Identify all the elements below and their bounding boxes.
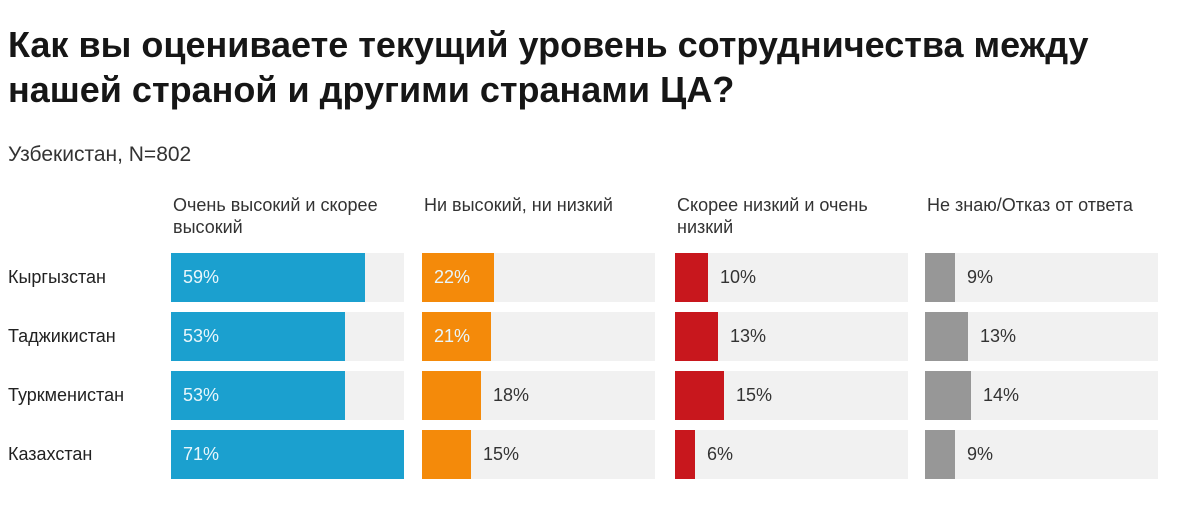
bar [171,371,345,420]
category-label-1: Таджикистан [8,326,116,346]
bar [422,371,481,420]
bar [422,253,494,302]
bar [925,371,971,420]
bar [171,430,404,479]
data-label: 9% [967,444,994,464]
series-header-2: Скорее низкий и очень низкий [677,195,868,237]
series-header-1: Ни высокий, ни низкий [424,195,613,215]
bar [171,312,345,361]
bar-track: 21% [422,312,655,361]
data-label: 53% [183,326,220,346]
bar [422,430,471,479]
bar [925,312,968,361]
bar-track: 6% [675,430,908,479]
data-label: 21% [434,326,471,346]
data-label: 6% [707,444,734,464]
data-label: 13% [730,326,767,346]
bar-track: 14% [925,371,1158,420]
bar-track: 71% [171,430,404,479]
bar-track: 9% [925,253,1158,302]
data-label: 13% [980,326,1017,346]
bar [925,253,955,302]
category-label-3: Казахстан [8,444,93,464]
category-label-2: Туркменистан [8,385,125,405]
bar-track: 18% [422,371,655,420]
data-label: 59% [183,267,220,287]
chart-title: Как вы оцениваете текущий уровень сотруд… [8,24,1089,110]
bar-track: 13% [675,312,908,361]
bar-track: 15% [422,430,655,479]
data-label: 10% [720,267,757,287]
data-label: 18% [493,385,530,405]
data-label: 71% [183,444,220,464]
bar-track: 59% [171,253,404,302]
bar-track: 15% [675,371,908,420]
bar-track: 13% [925,312,1158,361]
bar-track: 53% [171,371,404,420]
data-label: 53% [183,385,220,405]
series-header-3: Не знаю/Отказ от ответа [927,195,1133,215]
bar [675,371,724,420]
bar [171,253,365,302]
bar-track: 53% [171,312,404,361]
bar-track: 22% [422,253,655,302]
data-label: 14% [983,385,1020,405]
category-label-0: Кыргызстан [8,267,106,287]
bar [422,312,491,361]
bar [675,430,695,479]
bar-track: 10% [675,253,908,302]
bar [925,430,955,479]
series-header-0: Очень высокий и скорее высокий [173,195,378,237]
data-label: 22% [434,267,471,287]
data-label: 15% [483,444,520,464]
data-label: 15% [736,385,773,405]
bar [675,312,718,361]
bar [675,253,708,302]
bar-track: 9% [925,430,1158,479]
chart-subtitle: Узбекистан, N=802 [8,143,192,166]
data-label: 9% [967,267,994,287]
